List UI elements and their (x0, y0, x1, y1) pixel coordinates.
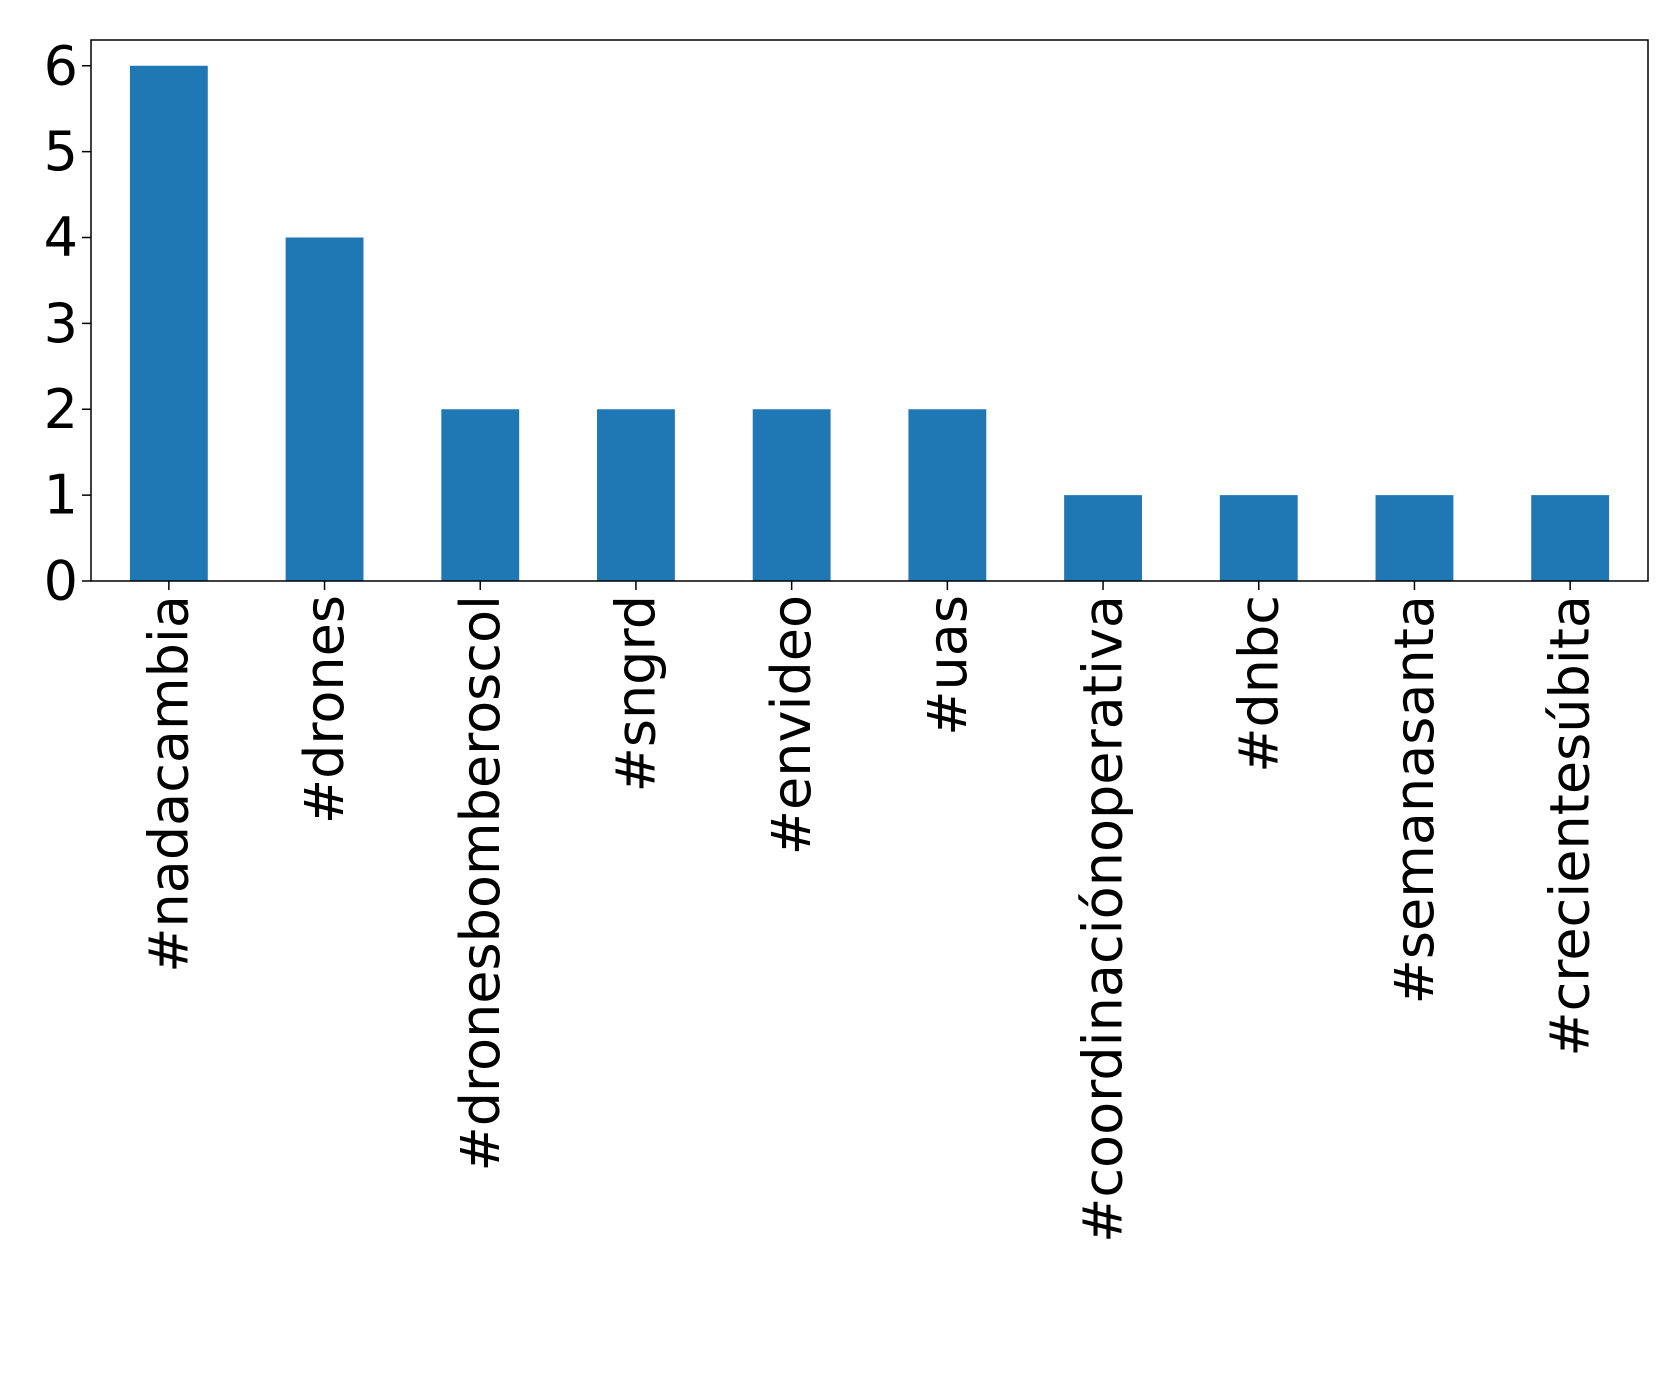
bar (1219, 495, 1298, 581)
y-tick-label: 5 (44, 120, 78, 183)
x-tick-label: #semanasanta (1383, 595, 1446, 1004)
bar (441, 409, 520, 581)
bar (1531, 495, 1610, 581)
bar (129, 65, 208, 581)
plot-frame (90, 39, 1649, 582)
x-tick-label: #drones (293, 595, 356, 824)
bar (752, 409, 831, 581)
x-tick-label: #nadacambia (137, 595, 200, 973)
x-tick-label: #sngrd (604, 595, 667, 792)
x-tick-label: #coordinaciónoperativa (1072, 595, 1135, 1243)
bar (908, 409, 987, 581)
y-tick-label: 4 (44, 206, 78, 269)
x-tick-label: #dnbc (1227, 595, 1290, 773)
bar (597, 409, 675, 581)
y-tick-label: 3 (44, 292, 78, 355)
y-tick-label: 1 (44, 464, 78, 527)
y-tick-label: 2 (44, 378, 78, 441)
y-tick-label: 0 (44, 550, 78, 613)
x-tick-label: #envideo (760, 595, 823, 855)
y-tick-label: 6 (44, 34, 78, 97)
x-tick-label: #crecientesúbita (1539, 595, 1602, 1057)
x-tick-label: #dronesbomberoscol (449, 595, 512, 1172)
x-tick-label: #uas (916, 595, 979, 736)
bar (1375, 495, 1454, 581)
bar (1064, 495, 1142, 581)
bar (285, 237, 364, 581)
